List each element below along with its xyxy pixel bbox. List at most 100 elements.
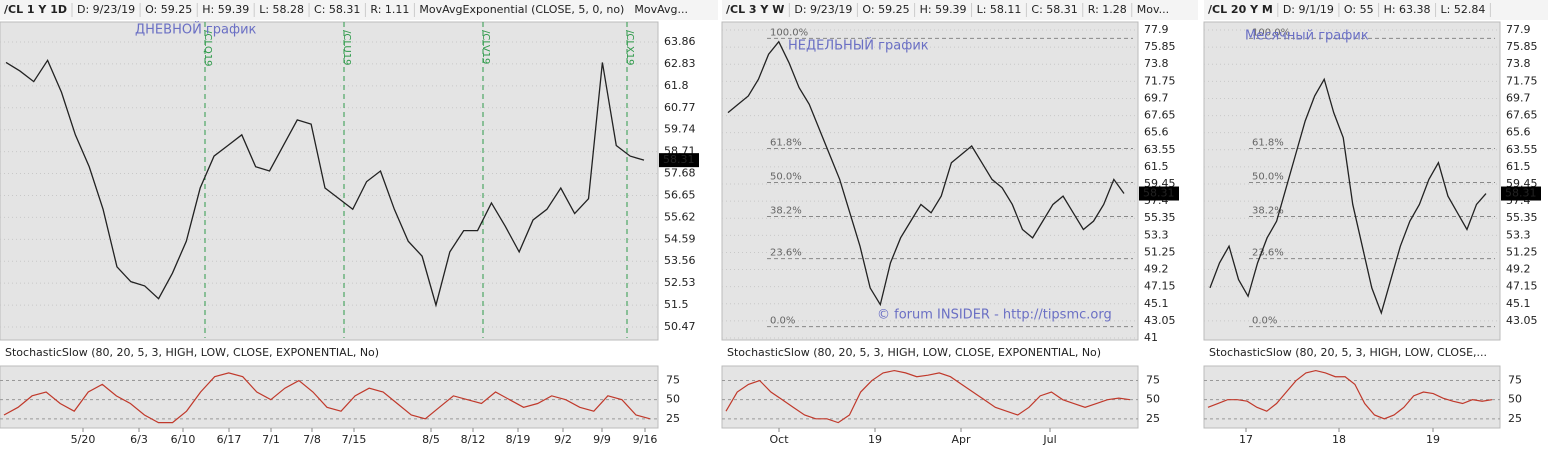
- date-label: 18: [1332, 433, 1346, 446]
- study-plot: [721, 365, 1139, 429]
- study-label: Mov...: [1137, 3, 1169, 16]
- price-tick-label: 77.9: [1506, 23, 1531, 36]
- price-tick-label: 71.75: [1506, 74, 1538, 87]
- price-tick-label: 55.35: [1144, 211, 1176, 224]
- stoch-line: [3, 372, 651, 424]
- price-plot: [1203, 21, 1501, 341]
- price-tick-label: 53.56: [664, 254, 696, 267]
- header-item: /CL 1 Y 1D: [4, 3, 67, 16]
- last-price-badge: [1501, 186, 1541, 201]
- header-bar: [1204, 0, 1548, 20]
- header-item: /CL 3 Y W: [726, 3, 784, 16]
- price-tick-label: 50.47: [664, 320, 696, 333]
- date-label: 6/3: [130, 433, 148, 446]
- study-tick-label: 50: [1508, 393, 1522, 406]
- stoch-line: [725, 369, 1131, 424]
- study-tick-label: 75: [1508, 374, 1522, 387]
- date-label: 7/15: [342, 433, 367, 446]
- price-tick-label: 51.25: [1506, 245, 1538, 258]
- price-tick-label: 77.9: [1144, 23, 1169, 36]
- fib-label: 23.6%: [770, 248, 802, 259]
- header-item: L: 58.11: [977, 3, 1022, 16]
- annotation: НЕДЕЛЬНЫЙ график: [788, 38, 929, 54]
- price-tick-label: 43.05: [1144, 314, 1176, 327]
- watermark: © forum INSIDER - http://tipsmc.org: [877, 308, 1112, 323]
- price-tick-label: 52.53: [664, 276, 696, 289]
- rollover-label: /CLU19: [341, 30, 352, 65]
- study-name: StochasticSlow (80, 20, 5, 3, HIGH, LOW,…: [727, 346, 1101, 359]
- price-tick-label: 43.05: [1506, 314, 1538, 327]
- header-item: L: 58.28: [259, 3, 304, 16]
- price-tick-label: 59.74: [664, 123, 696, 136]
- study-label: MovAvgExponential (CLOSE, 5, 0, no): [419, 3, 624, 16]
- study-tick-label: 75: [666, 374, 680, 387]
- fib-label: 0.0%: [1252, 316, 1277, 327]
- price-tick-label: 49.2: [1506, 263, 1531, 276]
- price-plot: [0, 21, 659, 341]
- study-name: StochasticSlow (80, 20, 5, 3, HIGH, LOW,…: [1209, 346, 1487, 359]
- price-tick-label: 67.65: [1144, 109, 1176, 122]
- annotation: ДНЕВНОЙ график: [135, 22, 257, 38]
- fib-label: 38.2%: [770, 206, 802, 217]
- price-tick-label: 73.8: [1144, 57, 1169, 70]
- last-price-badge: [1139, 186, 1179, 201]
- last-price: 58.31: [1143, 187, 1175, 200]
- date-label: Oct: [769, 433, 789, 446]
- price-tick-label: 56.65: [664, 188, 696, 201]
- date-label: 8/19: [506, 433, 531, 446]
- price-tick-label: 55.62: [664, 210, 696, 223]
- last-price: 58.31: [1505, 187, 1537, 200]
- price-tick-label: 63.86: [664, 35, 696, 48]
- price-tick-label: 69.7: [1506, 91, 1531, 104]
- price-tick-label: 67.65: [1506, 109, 1538, 122]
- date-label: 9/9: [593, 433, 611, 446]
- fib-label: 23.6%: [1252, 248, 1284, 259]
- fib-label: 38.2%: [1252, 206, 1284, 217]
- stoch-line: [1207, 369, 1493, 420]
- study-tick-label: 50: [666, 393, 680, 406]
- header-item: H: 59.39: [920, 3, 967, 16]
- header-item: C: 58.31: [314, 3, 360, 16]
- price-tick-label: 60.77: [664, 101, 696, 114]
- date-label: 9/2: [554, 433, 572, 446]
- price-tick-label: 41: [1144, 331, 1158, 344]
- price-tick-label: 71.75: [1144, 74, 1176, 87]
- study-tick-label: 50: [1146, 393, 1160, 406]
- price-tick-label: 51.5: [664, 298, 689, 311]
- price-tick-label: 65.6: [1144, 126, 1169, 139]
- price-tick-label: 69.7: [1144, 91, 1169, 104]
- header-item: O: 59.25: [145, 3, 192, 16]
- price-tick-label: 75.85: [1506, 40, 1538, 53]
- fib-label: 100.0%: [1252, 27, 1290, 38]
- study-tick-label: 25: [666, 412, 680, 425]
- annotation: Месячный график: [1245, 29, 1369, 44]
- rollover-label: /CLV19: [480, 30, 491, 64]
- date-label: 7/8: [303, 433, 321, 446]
- price-tick-label: 49.2: [1144, 263, 1169, 276]
- rollover-label: /CLX19: [624, 30, 635, 66]
- date-label: Jul: [1042, 433, 1056, 446]
- date-label: 8/12: [461, 433, 486, 446]
- date-label: 7/1: [262, 433, 280, 446]
- study-tick-label: 25: [1146, 412, 1160, 425]
- study-label: MovAvg...: [634, 3, 688, 16]
- price-tick-label: 51.25: [1144, 245, 1176, 258]
- price-tick-label: 47.15: [1144, 280, 1176, 293]
- price-tick-label: 54.59: [664, 232, 696, 245]
- study-plot: [0, 365, 659, 429]
- price-line: [5, 58, 645, 308]
- date-label: 17: [1239, 433, 1253, 446]
- date-label: 5/20: [71, 433, 96, 446]
- fib-label: 0.0%: [770, 316, 795, 327]
- price-tick-label: 53.3: [1506, 228, 1531, 241]
- date-label: Apr: [951, 433, 971, 446]
- header-bar: [0, 0, 718, 20]
- price-tick-label: 57.68: [664, 167, 696, 180]
- header-bar: [722, 0, 1198, 20]
- price-tick-label: 47.15: [1506, 280, 1538, 293]
- date-label: 8/5: [422, 433, 440, 446]
- price-tick-label: 65.6: [1506, 126, 1531, 139]
- fib-label: 50.0%: [770, 172, 802, 183]
- last-price-badge: [659, 153, 699, 168]
